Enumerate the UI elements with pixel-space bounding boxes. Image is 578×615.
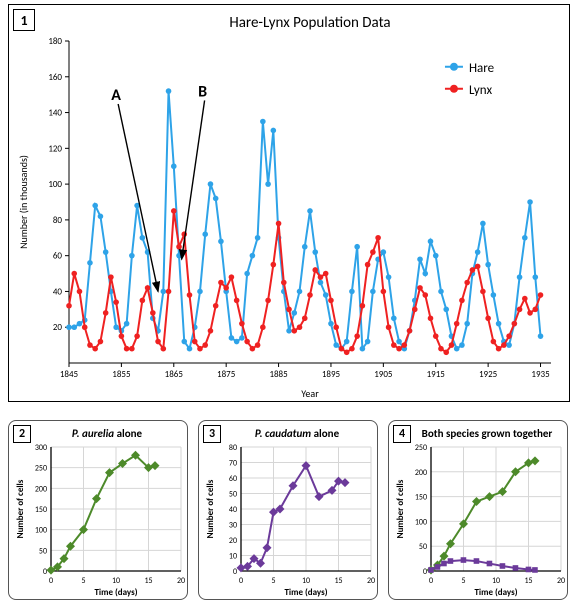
svg-text:1895: 1895 <box>322 369 341 380</box>
svg-text:1935: 1935 <box>531 369 550 380</box>
panel-both: 4 Both species grown together05010015020… <box>388 420 568 600</box>
svg-text:0: 0 <box>429 576 433 586</box>
svg-text:1925: 1925 <box>479 369 498 380</box>
svg-text:1915: 1915 <box>427 369 446 380</box>
panel-badge-2: 2 <box>13 425 31 443</box>
svg-text:A: A <box>111 86 121 105</box>
svg-text:300: 300 <box>35 443 47 453</box>
svg-text:100: 100 <box>48 179 62 190</box>
svg-text:15: 15 <box>144 576 152 586</box>
svg-text:20: 20 <box>367 576 375 586</box>
svg-text:P. aurelia alone: P. aurelia alone <box>72 427 143 440</box>
svg-text:150: 150 <box>35 505 47 515</box>
svg-text:40: 40 <box>229 505 237 515</box>
svg-text:Lynx: Lynx <box>469 83 493 98</box>
panel-badge-3: 3 <box>203 425 221 443</box>
panel-badge-1: 1 <box>13 9 35 31</box>
svg-text:Number of cells: Number of cells <box>205 479 216 538</box>
svg-text:50: 50 <box>229 490 237 500</box>
svg-text:Time (days): Time (days) <box>284 587 327 598</box>
svg-text:1875: 1875 <box>217 369 236 380</box>
svg-text:1855: 1855 <box>112 369 131 380</box>
svg-text:1905: 1905 <box>374 369 393 380</box>
svg-text:1845: 1845 <box>60 369 79 380</box>
svg-text:60: 60 <box>229 474 237 484</box>
svg-text:120: 120 <box>48 143 62 154</box>
svg-text:150: 150 <box>415 493 427 503</box>
svg-text:40: 40 <box>53 286 63 297</box>
hare-lynx-chart: Hare-Lynx Population Data204060801001201… <box>9 5 571 403</box>
svg-text:100: 100 <box>35 526 47 536</box>
svg-text:180: 180 <box>48 36 62 47</box>
svg-text:80: 80 <box>53 215 63 226</box>
svg-text:1865: 1865 <box>165 369 184 380</box>
panel-badge-4: 4 <box>393 425 411 443</box>
svg-text:20: 20 <box>177 576 185 586</box>
svg-text:200: 200 <box>415 468 427 478</box>
svg-text:0: 0 <box>423 567 427 577</box>
svg-text:Year: Year <box>301 387 319 400</box>
svg-text:0: 0 <box>49 576 53 586</box>
svg-text:60: 60 <box>53 251 63 262</box>
p-caudatum-chart: P. caudatum alone 0 10 20 30 40 50 60 70 80 0 5 10 15… <box>199 421 379 601</box>
svg-text:15: 15 <box>524 576 532 586</box>
svg-text:Both species grown together: Both species grown together <box>422 427 553 440</box>
svg-text:200: 200 <box>35 484 47 494</box>
svg-text:5: 5 <box>271 576 275 586</box>
svg-text:80: 80 <box>229 443 237 453</box>
svg-text:Number of cells: Number of cells <box>15 479 26 538</box>
svg-text:160: 160 <box>48 72 62 83</box>
svg-text:10: 10 <box>492 576 500 586</box>
svg-text:20: 20 <box>229 536 237 546</box>
svg-text:Hare: Hare <box>469 61 494 76</box>
svg-text:Number (in thousands): Number (in thousands) <box>17 155 30 249</box>
figure-stage: 1 Hare-Lynx Population Data2040608010012… <box>0 0 578 615</box>
svg-text:250: 250 <box>35 464 47 474</box>
svg-text:1885: 1885 <box>269 369 288 380</box>
svg-text:20: 20 <box>53 322 63 333</box>
svg-text:P. caudatum alone: P. caudatum alone <box>255 427 340 440</box>
svg-text:140: 140 <box>48 108 62 119</box>
both-species-chart: Both species grown together0501001502002… <box>389 421 569 601</box>
panel-p-caudatum: 3 P. caudatum alone 0 10 20 30 40 50 60 70 80 0 5 10… <box>198 420 378 600</box>
svg-text:50: 50 <box>419 542 427 552</box>
svg-text:5: 5 <box>81 576 85 586</box>
svg-text:70: 70 <box>229 459 237 469</box>
svg-text:100: 100 <box>415 517 427 527</box>
svg-text:5: 5 <box>461 576 465 586</box>
svg-text:10: 10 <box>112 576 120 586</box>
svg-text:15: 15 <box>334 576 342 586</box>
svg-text:250: 250 <box>415 443 427 453</box>
svg-text:Time (days): Time (days) <box>474 587 517 598</box>
panel-main: 1 Hare-Lynx Population Data 20 40 60 80 100 12… <box>8 4 570 402</box>
svg-text:Time (days): Time (days) <box>94 587 137 598</box>
svg-text:B: B <box>198 82 207 101</box>
svg-text:30: 30 <box>229 521 237 531</box>
svg-text:0: 0 <box>233 567 237 577</box>
svg-text:Number of cells: Number of cells <box>395 479 406 538</box>
panel-p-aurelia: 2 P. aurelia alone 0 50 100 150 200 250 300 0 5 10… <box>8 420 188 600</box>
svg-text:50: 50 <box>39 546 47 556</box>
p-aurelia-chart: P. aurelia alone 0 50 100 150 200 250 300 0 5 10 15… <box>9 421 189 601</box>
svg-text:0: 0 <box>239 576 243 586</box>
svg-text:10: 10 <box>302 576 310 586</box>
svg-text:10: 10 <box>229 552 237 562</box>
svg-text:20: 20 <box>557 576 565 586</box>
svg-text:Hare-Lynx Population Data: Hare-Lynx Population Data <box>229 14 390 32</box>
svg-text:0: 0 <box>43 567 47 577</box>
